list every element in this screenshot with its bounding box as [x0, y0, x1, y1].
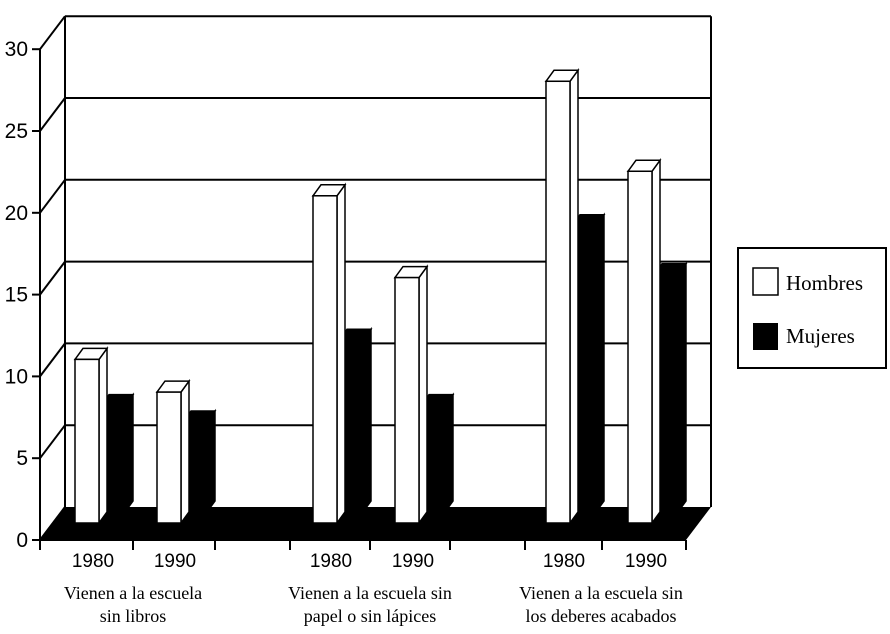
gridline-diagonal — [39, 424, 66, 459]
y-tick-label: 30 — [5, 38, 28, 61]
y-tick-label: 10 — [5, 365, 28, 388]
x-group-label: los deberes acabados — [526, 606, 677, 626]
x-group-label: Vienen a la escuela — [64, 583, 202, 603]
x-tick-label: 1990 — [154, 551, 196, 572]
bar-hombres-1990 — [626, 157, 662, 526]
bar-hombres-1980 — [311, 182, 347, 526]
bar-hombres-1980 — [73, 346, 109, 526]
y-tick-label: 0 — [16, 529, 28, 552]
legend-swatch-hombres — [752, 267, 779, 296]
x-group-label: Vienen a la escuela sin — [288, 583, 452, 603]
x-axis-labels: 1980 1990 1980 1990 1980 1990 Vienen a la escu… — [39, 539, 687, 626]
gridline-diagonal — [39, 260, 66, 296]
x-tick-label: 1980 — [310, 551, 352, 572]
y-tick-label: 20 — [5, 202, 28, 225]
x-tick-label: 1990 — [625, 551, 667, 572]
x-group-label: Vienen a la escuela sin — [519, 583, 683, 603]
legend-label-mujeres: Mujeres — [786, 324, 855, 348]
gridline-diagonal — [39, 97, 66, 132]
bars — [40, 67, 711, 540]
y-tick-label: 5 — [16, 447, 28, 470]
gridline-diagonal — [39, 342, 66, 378]
x-group-label: sin libros — [100, 606, 167, 626]
x-tick-label: 1980 — [72, 551, 114, 572]
gridline-diagonal — [39, 15, 66, 50]
x-tick-label: 1990 — [392, 551, 434, 572]
legend: Hombres Mujeres — [737, 247, 887, 369]
chart-grid — [39, 15, 712, 541]
y-axis: 0 5 10 15 20 25 30 — [5, 38, 41, 552]
bar-hombres-1990 — [155, 378, 191, 526]
bar-hombres-1980 — [544, 67, 580, 526]
bar-hombres-1990 — [393, 264, 429, 526]
x-tick-label: 1980 — [543, 551, 585, 572]
y-tick-label: 15 — [5, 284, 28, 307]
legend-label-hombres: Hombres — [786, 271, 863, 295]
chart-floor — [40, 507, 711, 540]
x-group-label: papel o sin lápices — [304, 606, 436, 626]
gridline-diagonal — [39, 179, 66, 214]
legend-swatch-mujeres — [753, 323, 778, 350]
y-tick-label: 25 — [5, 120, 28, 143]
